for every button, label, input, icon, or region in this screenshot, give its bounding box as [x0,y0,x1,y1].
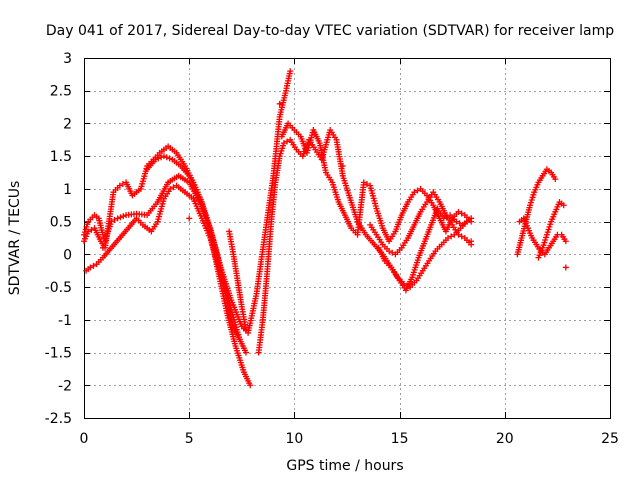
y-tick-label: 1.5 [50,149,72,165]
data-point [99,244,106,251]
data-point [455,208,462,215]
data-point [158,154,165,161]
data-point [280,140,287,147]
data-point [456,220,463,227]
data-point [163,154,170,161]
data-point [468,215,475,222]
data-point [444,235,451,241]
y-tick-label: 1 [63,182,72,198]
y-tick-label: 2 [63,116,72,132]
data-point [116,182,123,189]
data-point [85,228,92,235]
data-point [87,264,94,271]
data-point [453,218,460,225]
data-point [386,248,393,255]
y-tick-label: -1.5 [45,346,72,362]
y-tick-label: 0 [63,247,72,263]
data-point [166,155,173,162]
x-tick-label: 5 [185,431,194,447]
y-tick-label: -0.5 [45,280,72,296]
data-point [458,210,465,217]
y-tick-label: -2.5 [45,411,72,427]
data-point [560,202,567,209]
x-tick-label: 0 [80,431,89,447]
data-point [120,213,127,220]
data-point [562,264,569,271]
x-tick-label: 10 [285,431,303,447]
data-point [400,280,407,287]
data-point [458,233,465,240]
data-point [155,155,162,162]
data-point [360,179,367,186]
data-point [117,214,124,221]
data-point [468,238,475,245]
data-points [81,68,569,389]
data-point [170,184,177,191]
y-tick-label: -2 [58,378,72,394]
data-point [243,349,250,356]
data-point [243,326,250,333]
data-point [552,176,559,183]
y-tick-label: -1 [58,313,72,329]
data-point [284,138,291,145]
x-axis-label: GPS time / hours [286,458,403,474]
data-point [339,163,346,169]
data-point [363,181,370,187]
data-point [152,156,159,163]
data-point [111,217,118,223]
data-point [562,238,569,245]
data-point [167,185,174,192]
chart-title: Day 041 of 2017, Sidereal Day-to-day VTE… [46,23,614,39]
x-tick-label: 15 [391,431,409,447]
x-tick-label: 25 [601,431,619,447]
x-tick-label: 20 [496,431,514,447]
data-point [247,382,254,389]
data-point [403,282,410,289]
data-point [276,100,283,107]
y-tick-label: 2.5 [50,84,72,100]
data-point [448,233,455,240]
data-point [99,231,106,238]
data-point [186,215,193,222]
data-point [114,215,121,222]
data-point [389,249,396,256]
data-point [90,262,97,269]
data-point [414,187,421,194]
data-point [160,153,167,160]
grid-lines [84,58,610,418]
y-tick-label: 0.5 [50,215,72,231]
data-point [411,189,418,196]
axis-ticks: 0 5 10 15 20 25 -2.5 -2 -1.5 -1 -0.5 0 0.5 1 1.5 2 2.5 3 [45,51,619,447]
data-point [287,68,294,75]
y-tick-label: 3 [63,51,72,67]
y-axis-label: SDTVAR / TECUs [7,181,23,296]
